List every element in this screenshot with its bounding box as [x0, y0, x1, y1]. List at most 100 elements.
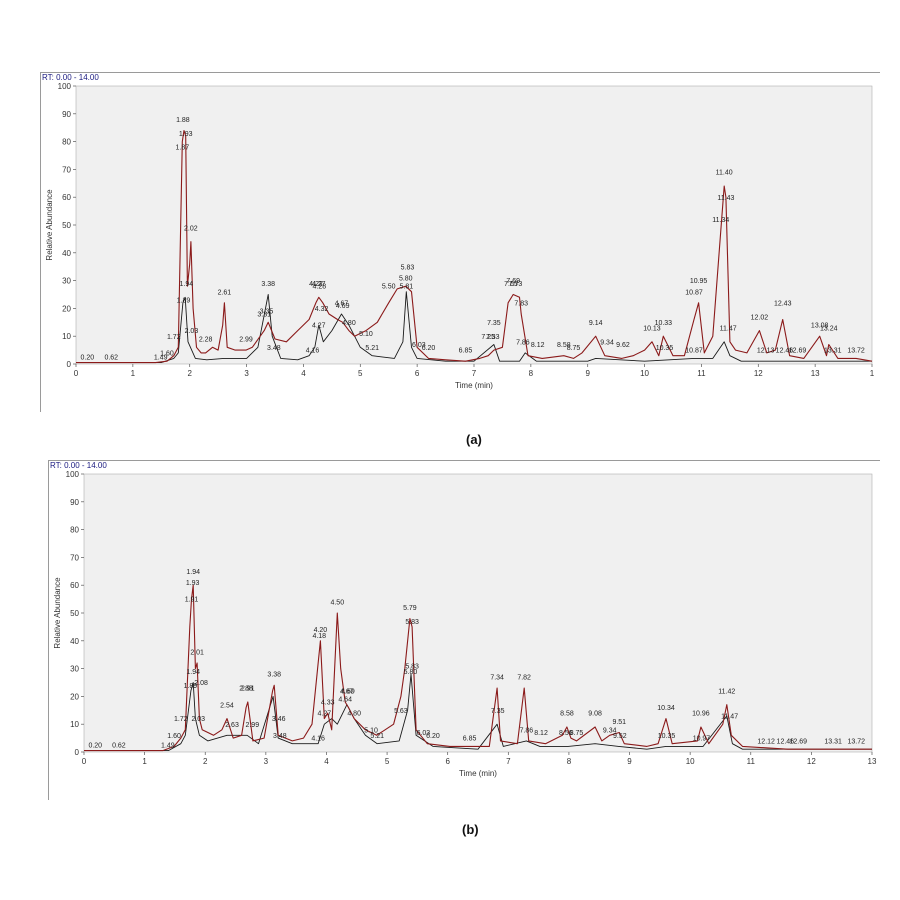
- peak-label: 10.33: [655, 320, 673, 327]
- peak-label: 6.03: [417, 730, 431, 737]
- peak-label: 7.65: [504, 281, 518, 288]
- peak-label: 2.08: [194, 680, 208, 687]
- x-tick-label: 6: [415, 369, 420, 378]
- peak-label: 4.69: [336, 303, 350, 310]
- x-tick-label: 3: [264, 757, 269, 766]
- peak-label: 5.83: [405, 619, 419, 626]
- x-tick-label: 13: [868, 757, 877, 766]
- peak-label: 2.03: [191, 716, 205, 723]
- peak-label: 3.35: [260, 309, 274, 316]
- peak-label: 12.46: [777, 738, 795, 745]
- peak-label: 1.60: [160, 350, 174, 357]
- rt-range-label: RT: 0.00 - 14.00: [42, 73, 99, 82]
- peak-label: 4.32: [315, 306, 329, 313]
- peak-label: 4.50: [330, 599, 344, 606]
- y-tick-label: 40: [70, 637, 79, 646]
- peak-label: 12.69: [790, 738, 808, 745]
- peak-label: 2.63: [225, 722, 239, 729]
- peak-label: 5.79: [403, 605, 417, 612]
- peak-label: 7.69: [506, 278, 520, 285]
- peak-label: 10.87: [685, 348, 703, 355]
- y-tick-label: 80: [70, 526, 79, 535]
- peak-label: 1.60: [167, 733, 181, 740]
- peak-label: 0.62: [104, 355, 118, 362]
- peak-label: 5.10: [359, 331, 373, 338]
- peak-label: 6.20: [422, 345, 436, 352]
- x-tick-label: 5: [385, 757, 390, 766]
- x-tick-label: 0: [82, 757, 87, 766]
- peak-label: 12.46: [776, 348, 794, 355]
- peak-label: 5.10: [364, 727, 378, 734]
- trace-line: [76, 291, 872, 364]
- peak-label: 13.24: [820, 325, 838, 332]
- panel-frame: [40, 72, 880, 412]
- x-tick-label: 8: [529, 369, 534, 378]
- peak-label: 10.34: [657, 705, 675, 712]
- chromatogram-panel-a: RT: 0.00 - 14.00 0 10 20 30 40 50 60 70 80 90 100 0…: [40, 72, 880, 412]
- peak-label: 2.01: [190, 649, 204, 656]
- peak-label: 1.49: [161, 743, 175, 750]
- peak-label: 10.87: [685, 289, 703, 296]
- peak-label: 7.83: [514, 300, 528, 307]
- peak-label: 10.13: [643, 325, 661, 332]
- x-tick-label: 2: [203, 757, 208, 766]
- peak-label: 1.88: [176, 117, 190, 124]
- y-tick-label: 0: [75, 748, 80, 757]
- plot-area: [83, 473, 873, 753]
- peak-label: 11.42: [718, 688, 735, 695]
- y-tick-label: 40: [62, 249, 71, 258]
- y-tick-label: 70: [62, 165, 71, 174]
- rt-range-label: RT: 0.00 - 14.00: [50, 461, 107, 470]
- y-tick-label: 100: [66, 470, 80, 479]
- peak-label: 8.75: [567, 345, 581, 352]
- x-tick-label: 12: [807, 757, 816, 766]
- peak-label: 9.34: [600, 339, 614, 346]
- peak-label: 0.20: [88, 743, 102, 750]
- peak-label: 5.80: [399, 275, 413, 282]
- peak-label: 8.58: [557, 342, 571, 349]
- peak-label: 0.62: [112, 743, 126, 750]
- y-tick-label: 20: [62, 304, 71, 313]
- peak-label: 13.72: [847, 738, 865, 745]
- peak-label: 4.22: [309, 281, 323, 288]
- peak-label: 1.87: [176, 145, 190, 152]
- x-tick-label: 3: [244, 369, 249, 378]
- peak-label: 11.47: [720, 325, 737, 332]
- peak-label: 3.46: [272, 716, 286, 723]
- peak-label: 4.28: [313, 284, 327, 291]
- peak-label: 12.43: [774, 300, 792, 307]
- peak-label: 3.48: [267, 345, 281, 352]
- peak-label: 1.94: [186, 669, 200, 676]
- peak-label: 5.80: [404, 669, 418, 676]
- trace-line: [84, 584, 872, 752]
- peak-label: 9.14: [589, 320, 603, 327]
- peak-label: 6.85: [459, 348, 473, 355]
- peak-label: 1.72: [167, 334, 181, 341]
- peak-label: 1.91: [185, 597, 199, 604]
- y-tick-label: 50: [70, 609, 79, 618]
- peak-label: 10.35: [656, 345, 674, 352]
- peak-label: 7.35: [491, 708, 505, 715]
- peak-label: 2.99: [245, 722, 259, 729]
- peak-label: 7.73: [509, 281, 523, 288]
- peak-label: 12.12: [757, 738, 775, 745]
- x-tick-label: 9: [627, 757, 632, 766]
- x-tick-label: 10: [640, 369, 649, 378]
- peak-label: 13.31: [824, 348, 842, 355]
- peak-label: 4.16: [311, 736, 325, 743]
- peak-label: 6.20: [426, 733, 440, 740]
- y-tick-label: 90: [62, 110, 71, 119]
- x-tick-label: 0: [74, 369, 79, 378]
- peak-label: 2.28: [199, 337, 213, 344]
- peak-label: 9.62: [616, 342, 630, 349]
- x-tick-label: 9: [585, 369, 590, 378]
- peak-label: 4.33: [321, 700, 335, 707]
- y-axis-label: Relative Abundance: [45, 189, 54, 261]
- y-axis-label: Relative Abundance: [53, 577, 62, 649]
- peak-label: 9.08: [588, 711, 602, 718]
- caption-b: (b): [462, 822, 479, 837]
- peak-label: 9.34: [603, 727, 617, 734]
- peak-label: 4.27: [312, 323, 326, 330]
